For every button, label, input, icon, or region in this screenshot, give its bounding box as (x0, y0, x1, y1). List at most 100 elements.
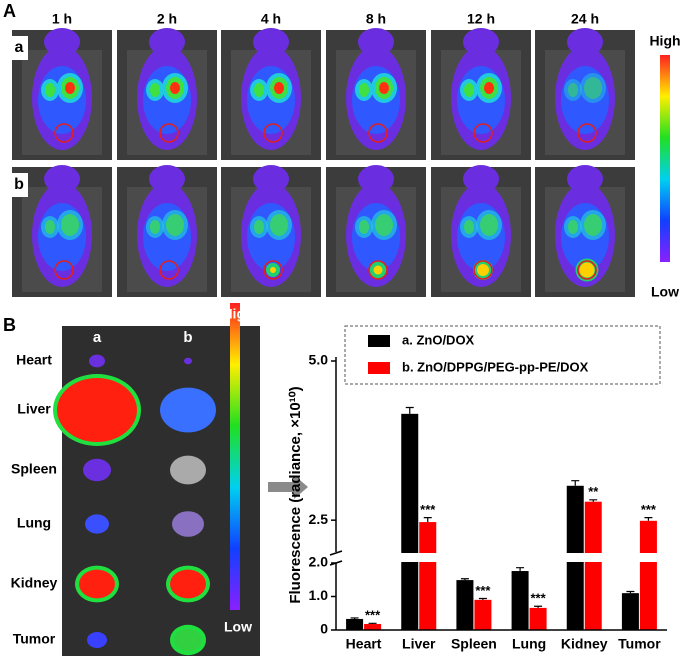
x-tick-label: Kidney (561, 636, 608, 652)
organ-signal (274, 82, 284, 94)
error-bar (350, 617, 359, 619)
tumor-signal (270, 267, 276, 273)
colorbar (660, 55, 670, 262)
x-tick-label: Heart (346, 636, 382, 652)
significance: *** (530, 591, 546, 606)
organ-signal (150, 220, 160, 234)
legend-label: b. ZnO/DPPG/PEG-pp-PE/DOX (402, 359, 589, 374)
y-tick-label: 1.0 (309, 587, 329, 603)
significance: ** (588, 484, 599, 499)
tumor-marker (473, 123, 493, 143)
tumor-marker (159, 260, 179, 280)
tumor-marker (368, 123, 388, 143)
mouse-head (253, 165, 289, 193)
organ (172, 511, 204, 537)
significance: *** (420, 502, 436, 517)
time-label: 8 h (366, 11, 386, 27)
y-tick-label: 5.0 (309, 352, 329, 368)
organ-signal (359, 83, 369, 97)
legend-swatch (368, 335, 390, 347)
mouse-head (149, 28, 185, 56)
panel-label: B (3, 315, 16, 335)
x-tick-label: Lung (512, 636, 546, 652)
organ-signal (166, 214, 184, 236)
tumor-signal (579, 262, 595, 278)
tumor-marker (368, 260, 388, 280)
legend-label: a. ZnO/DOX (402, 332, 475, 347)
organ-signal (61, 214, 79, 236)
error-bar (423, 517, 432, 523)
organ-signal (464, 220, 474, 234)
tumor-marker (577, 123, 597, 143)
bar (419, 522, 437, 630)
row-label-box (10, 36, 28, 60)
error-bar (571, 480, 580, 486)
bar (474, 599, 492, 630)
mouse-head (358, 165, 394, 193)
error-bar (534, 605, 543, 608)
time-label: 24 h (571, 11, 599, 27)
mouse-head (44, 28, 80, 56)
significance: *** (475, 583, 491, 598)
colorbar-high: High (649, 33, 680, 49)
colorbar-low: Low (651, 284, 679, 300)
colorbar-low: Low (224, 619, 252, 635)
organ (83, 458, 111, 482)
time-label: 12 h (467, 11, 495, 27)
legend-swatch (368, 362, 390, 374)
error-bar (589, 499, 598, 502)
y-tick-label: 2.5 (309, 511, 329, 527)
organ-signal (379, 82, 389, 94)
mouse-head (253, 28, 289, 56)
bar (364, 623, 382, 630)
organ (174, 628, 202, 652)
organ-signal (568, 83, 578, 97)
legend-box (344, 325, 661, 385)
tumor-marker (54, 260, 74, 280)
y-tick-label: 2.0 (309, 554, 329, 570)
x-tick-label: Tumor (618, 636, 661, 652)
organ-signal (568, 220, 578, 234)
bar (456, 580, 474, 630)
organ-label: Lung (17, 515, 51, 531)
organ-signal (45, 83, 55, 97)
arrow (268, 475, 308, 499)
mouse-head (463, 165, 499, 193)
significance: *** (365, 608, 381, 623)
bar (621, 593, 639, 630)
organ-label: Liver (17, 401, 51, 417)
bar (511, 571, 529, 630)
bar (584, 501, 602, 630)
mouse-head (44, 165, 80, 193)
colorbar (230, 303, 240, 610)
x-tick-label: Liver (402, 636, 436, 652)
row-label: b (14, 176, 24, 193)
error-bar (405, 406, 414, 414)
organ-signal (150, 83, 160, 97)
mouse-head (567, 28, 603, 56)
tumor-marker (577, 260, 597, 280)
bar (401, 413, 419, 630)
error-bar (626, 590, 635, 594)
x-tick-label: Spleen (451, 636, 497, 652)
organ-signal (484, 82, 494, 94)
tumor-marker (263, 123, 283, 143)
organ (170, 569, 206, 599)
time-label: 2 h (157, 11, 177, 27)
organ-signal (584, 77, 602, 99)
organ-signal (65, 82, 75, 94)
organ-signal (480, 214, 498, 236)
organ (170, 455, 206, 485)
mouse-head (463, 28, 499, 56)
error-bar (516, 567, 525, 572)
tumor-signal (373, 265, 383, 275)
colorbar-high: High (222, 306, 253, 322)
organ-signal (464, 83, 474, 97)
organ (85, 514, 109, 534)
significance: *** (641, 502, 657, 517)
mouse-head (358, 28, 394, 56)
bar (346, 618, 364, 630)
organ (89, 354, 105, 368)
organ (87, 632, 107, 648)
